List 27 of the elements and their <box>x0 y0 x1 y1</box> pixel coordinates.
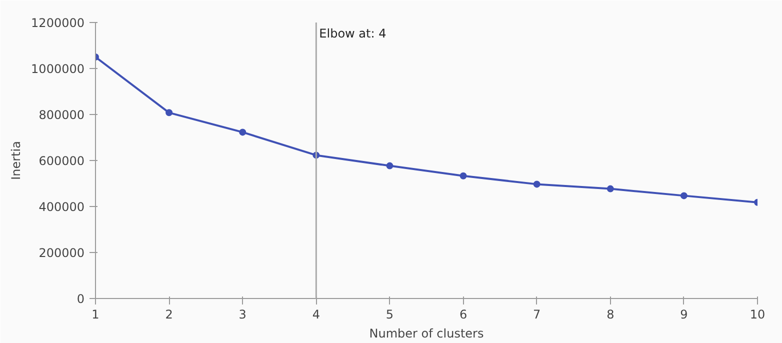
x-tick-label: 5 <box>386 308 394 322</box>
x-tick-label: 2 <box>165 308 173 322</box>
x-axis-title: Number of clusters <box>369 326 484 340</box>
point <box>606 185 614 192</box>
x-tick-label: 10 <box>750 308 766 322</box>
point <box>680 192 688 200</box>
x-tick-label: 1 <box>92 308 100 322</box>
x-tick-label: 4 <box>312 308 320 322</box>
point <box>386 162 394 170</box>
x-tick-label: 6 <box>459 308 468 322</box>
y-tick-label: 800000 <box>38 108 85 122</box>
y-tick-label: 200000 <box>38 246 85 260</box>
point <box>239 128 246 136</box>
y-tick-label: 1200000 <box>31 16 85 30</box>
y-tick-label: 0 <box>76 292 85 306</box>
ref-line-label: Elbow at: 4 <box>319 26 386 40</box>
point <box>460 172 467 180</box>
x-tick-label: 3 <box>238 308 246 322</box>
y-axis-title: Inertia <box>9 141 24 180</box>
x-tick-label: 9 <box>680 308 688 322</box>
y-tick-label: 600000 <box>38 154 85 168</box>
x-tick-label: 8 <box>606 308 614 322</box>
x-tick-label: 7 <box>533 308 541 322</box>
y-tick-label: 1000000 <box>31 62 85 76</box>
y-tick-label: 400000 <box>38 200 85 214</box>
point <box>166 109 173 116</box>
point <box>533 180 540 188</box>
